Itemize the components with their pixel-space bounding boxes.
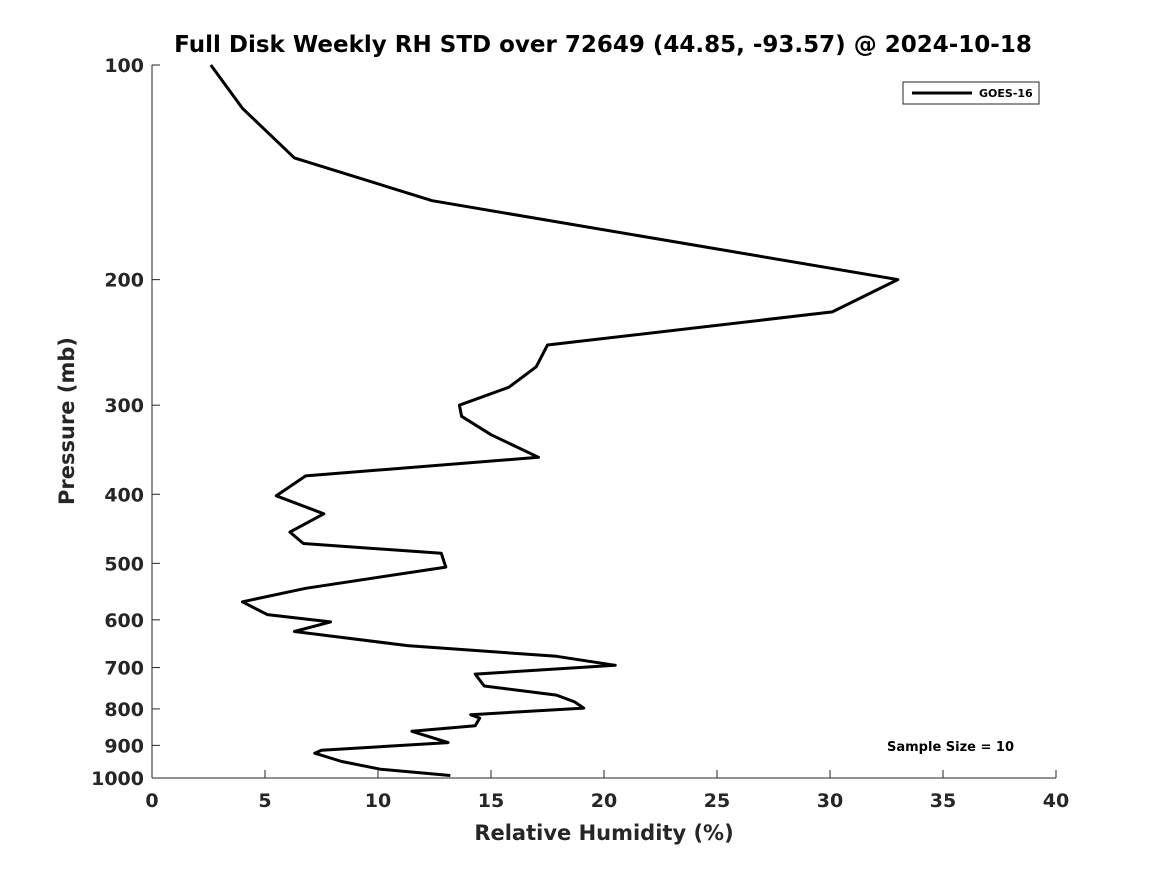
y-tick-label: 800 bbox=[104, 699, 144, 721]
x-tick-label: 15 bbox=[478, 790, 504, 812]
y-tick-label: 900 bbox=[104, 735, 144, 757]
x-tick-label: 5 bbox=[258, 790, 271, 812]
x-tick-label: 10 bbox=[365, 790, 391, 812]
chart-title: Full Disk Weekly RH STD over 72649 (44.8… bbox=[174, 32, 1032, 58]
x-tick-label: 25 bbox=[704, 790, 730, 812]
y-tick-label: 300 bbox=[104, 395, 144, 417]
x-tick-label: 30 bbox=[817, 790, 843, 812]
y-tick-label: 600 bbox=[104, 610, 144, 632]
y-tick-label: 700 bbox=[104, 658, 144, 680]
x-axis-label: Relative Humidity (%) bbox=[474, 821, 733, 845]
x-tick-label: 0 bbox=[145, 790, 158, 812]
x-tick-label: 20 bbox=[591, 790, 617, 812]
y-tick-label: 500 bbox=[104, 553, 144, 575]
y-axis-label: Pressure (mb) bbox=[55, 337, 79, 505]
legend-label: GOES-16 bbox=[979, 87, 1033, 100]
y-tick-label: 1000 bbox=[91, 768, 144, 790]
series-line-goes-16 bbox=[209, 64, 900, 777]
sample-size-annotation: Sample Size = 10 bbox=[887, 740, 1014, 755]
x-tick-label: 35 bbox=[930, 790, 956, 812]
x-tick-label: 40 bbox=[1043, 790, 1069, 812]
y-tick-label: 200 bbox=[104, 270, 144, 292]
y-tick-label: 100 bbox=[104, 55, 144, 77]
legend: GOES-16 bbox=[902, 81, 1040, 105]
y-tick-label: 400 bbox=[104, 484, 144, 506]
